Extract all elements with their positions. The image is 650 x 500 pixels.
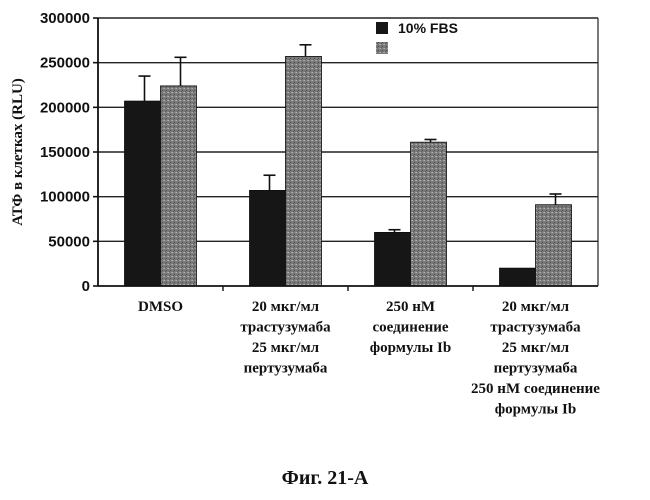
category-labels: DMSO 20 мкг/мл трастузумаба 25 мкг/мл пертуз… xyxy=(138,299,600,418)
legend-label-series-1: 10% FBS xyxy=(398,20,458,36)
figure-caption: Фиг. 21-A xyxy=(282,467,369,489)
error-bars xyxy=(139,45,562,233)
y-tick-label: 200000 xyxy=(40,99,90,116)
y-tick-label: 250000 xyxy=(40,55,90,72)
bar-series-2 xyxy=(411,142,447,286)
y-tick-label: 300000 xyxy=(40,10,90,27)
category-label: трастузумаба xyxy=(490,320,581,336)
bar-series-1 xyxy=(125,101,161,286)
category-label: пертузумаба xyxy=(494,361,578,377)
category-label: соединение xyxy=(372,320,448,336)
category-label: 20 мкг/мл xyxy=(502,299,570,315)
category-label: пертузумаба xyxy=(244,361,328,377)
bar-series-2 xyxy=(536,205,572,286)
category-label: 25 мкг/мл xyxy=(252,340,320,356)
category-label: 250 нМ xyxy=(386,299,435,315)
y-tick-labels: 0 50000 100000 150000 200000 250000 300000 xyxy=(40,10,90,295)
legend: 10% FBS xyxy=(376,20,458,54)
category-label: 20 мкг/мл xyxy=(252,299,320,315)
bar-series-1 xyxy=(375,232,411,286)
bar-series-1 xyxy=(250,190,286,286)
bars xyxy=(125,56,572,286)
category-label: 25 мкг/мл xyxy=(502,340,570,356)
legend-swatch-series-2 xyxy=(376,42,388,54)
bar-series-1 xyxy=(500,268,536,286)
y-tick-label: 50000 xyxy=(48,233,90,250)
category-label: DMSO xyxy=(138,299,183,315)
y-tick-label: 100000 xyxy=(40,189,90,206)
category-label: 250 нМ соединение xyxy=(471,381,600,397)
category-label: формулы Ib xyxy=(370,340,451,356)
y-tick-label: 0 xyxy=(82,278,90,295)
y-axis-title: АТФ в клетках (RLU) xyxy=(10,78,26,226)
bar-series-2 xyxy=(286,56,322,286)
y-tick-label: 150000 xyxy=(40,144,90,161)
category-label: трастузумаба xyxy=(240,320,331,336)
legend-swatch-series-1 xyxy=(376,22,388,34)
bar-series-2 xyxy=(161,86,197,286)
category-label: формулы Ib xyxy=(495,402,576,418)
